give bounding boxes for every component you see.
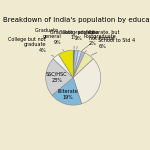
Text: Illiterate
19%: Illiterate 19% [58,89,79,100]
Text: School to Std 4
6%: School to Std 4 6% [91,38,135,55]
Text: College but not
graduate
4%: College but not graduate 4% [8,36,54,56]
Wedge shape [73,50,75,78]
Wedge shape [73,59,101,104]
Wedge shape [73,51,85,78]
Wedge shape [52,78,82,105]
Text: Graduate -
general
9%: Graduate - general 9% [35,28,64,51]
Text: Literate, but
not formal
2%: Literate, but not formal 2% [85,30,119,52]
Wedge shape [73,53,93,78]
Text: Postgraduate: Postgraduate [82,34,117,51]
Wedge shape [58,50,73,78]
Text: SSC/HSC
23%: SSC/HSC 23% [46,72,68,83]
Text: Breakdown of India's population by educa: Breakdown of India's population by educa [3,17,149,23]
Wedge shape [53,54,73,78]
Text: Graduate - professa
1%: Graduate - professa 1% [50,30,99,49]
Wedge shape [73,50,78,78]
Text: Postgraduate
2%: Postgraduate 2% [62,30,95,49]
Wedge shape [73,51,82,78]
Wedge shape [46,59,73,95]
